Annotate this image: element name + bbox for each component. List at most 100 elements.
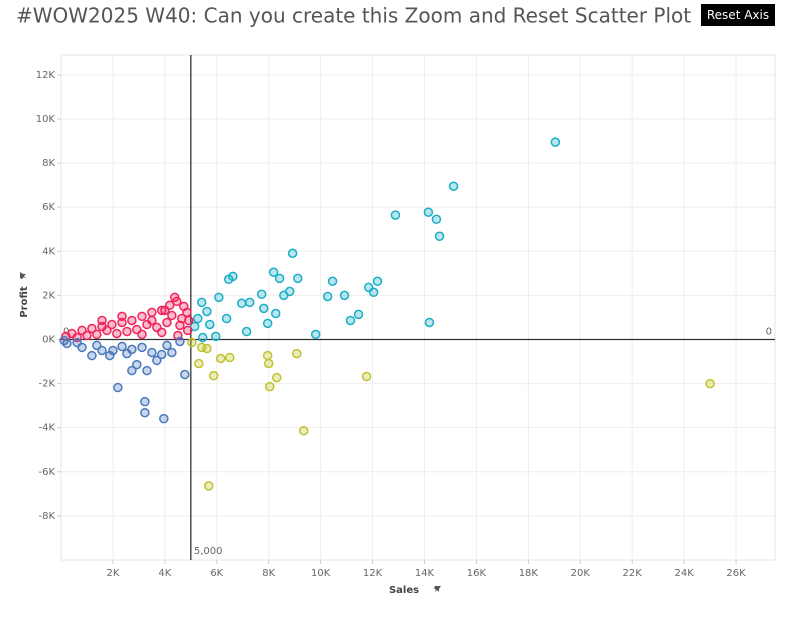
x-tick-label: 24K	[674, 568, 694, 579]
scatter-point	[434, 231, 445, 242]
scatter-point	[92, 340, 102, 351]
y-tick-label: 2K	[42, 290, 55, 301]
scatter-point	[72, 337, 82, 348]
scatter-point	[87, 350, 97, 361]
x-tick-label: 10K	[311, 568, 331, 579]
scatter-point	[122, 326, 132, 337]
reference-label: 0	[766, 326, 772, 337]
scatter-point	[196, 342, 207, 353]
scatter-point	[208, 370, 219, 381]
pin-icon	[434, 586, 441, 593]
scatter-point	[203, 481, 214, 491]
scatter-point	[132, 359, 142, 370]
scatter-point	[182, 325, 193, 336]
y-tick-label: 12K	[36, 70, 56, 81]
scatter-point	[193, 313, 203, 324]
reference-label: 5,000	[194, 546, 223, 557]
scatter-point	[87, 323, 97, 334]
scatter-point	[225, 352, 235, 363]
x-tick-label: 18K	[519, 568, 539, 579]
scatter-point	[205, 319, 215, 330]
scatter-point	[167, 310, 177, 321]
scatter-point	[299, 426, 309, 436]
scatter-point	[140, 396, 150, 407]
scatter-point	[156, 305, 167, 316]
y-axis-title: Profit	[19, 286, 30, 318]
y-tick-label: 6K	[42, 202, 55, 213]
scatter-point	[287, 248, 298, 259]
scatter-point	[102, 325, 112, 336]
x-tick-label: 16K	[467, 568, 487, 579]
scatter-point	[361, 371, 372, 382]
scatter-point	[117, 311, 127, 322]
scatter-point	[82, 330, 92, 341]
scatter-point	[127, 344, 137, 355]
scatter-point	[59, 335, 69, 346]
scatter-point	[97, 315, 107, 326]
scatter-point	[92, 329, 102, 340]
x-tick-label: 8K	[262, 568, 275, 579]
scatter-point	[262, 318, 273, 329]
scatter-point	[339, 290, 350, 301]
scatter-point	[424, 317, 435, 328]
scatter-point	[147, 347, 157, 358]
scatter-point	[263, 358, 274, 369]
scatter-point	[108, 345, 118, 356]
scatter-point	[345, 315, 356, 326]
reset-axis-button[interactable]: Reset Axis	[701, 4, 775, 26]
chart-title: #WOW2025 W40: Can you create this Zoom a…	[16, 4, 691, 28]
scatter-point	[180, 369, 190, 380]
scatter-point	[107, 319, 117, 330]
y-tick-label: -6K	[38, 467, 55, 478]
x-tick-label: 6K	[210, 568, 223, 579]
scatter-point	[156, 349, 167, 360]
y-tick-label: -2K	[38, 379, 55, 390]
scatter-point	[210, 331, 221, 342]
scatter-point	[268, 267, 279, 277]
scatter-point	[245, 297, 255, 308]
scatter-point	[353, 309, 364, 320]
scatter-point	[270, 308, 281, 319]
y-tick-label: 4K	[42, 246, 55, 257]
scatter-point	[423, 207, 434, 217]
y-tick-label: 0K	[42, 334, 55, 345]
x-axis-title: Sales	[389, 585, 419, 596]
scatter-point	[175, 336, 185, 347]
scatter-point	[272, 372, 282, 383]
scatter-point	[127, 365, 137, 376]
scatter-point	[113, 382, 123, 393]
x-tick-label: 12K	[363, 568, 383, 579]
scatter-point	[241, 326, 252, 337]
scatter-point	[291, 348, 302, 359]
x-tick-label: 20K	[571, 568, 591, 579]
scatter-point	[293, 273, 303, 284]
scatter-point	[223, 274, 234, 285]
scatter-point	[221, 313, 232, 324]
scatter-point	[279, 290, 289, 301]
scatter-point	[215, 353, 226, 364]
scatter-point	[448, 181, 459, 191]
x-tick-label: 4K	[158, 568, 171, 579]
scatter-point	[162, 317, 172, 328]
scatter-point	[194, 358, 204, 369]
scatter-point	[368, 287, 379, 298]
scatter-point	[372, 276, 383, 287]
x-tick-label: 26K	[726, 568, 746, 579]
scatter-point	[137, 329, 147, 340]
scatter-point	[140, 407, 150, 418]
scatter-point	[256, 289, 267, 300]
scatter-point	[183, 315, 194, 326]
scatter-point	[147, 315, 157, 326]
scatter-point	[179, 301, 189, 312]
scatter-point	[198, 332, 208, 343]
scatter-point	[175, 320, 185, 331]
scatter-point	[202, 306, 212, 317]
scatter-point	[187, 337, 197, 348]
scatter-point	[550, 137, 561, 147]
scatter-point	[322, 291, 333, 302]
scatter-point	[167, 347, 177, 358]
x-tick-label: 22K	[623, 568, 643, 579]
scatter-point	[156, 327, 167, 338]
